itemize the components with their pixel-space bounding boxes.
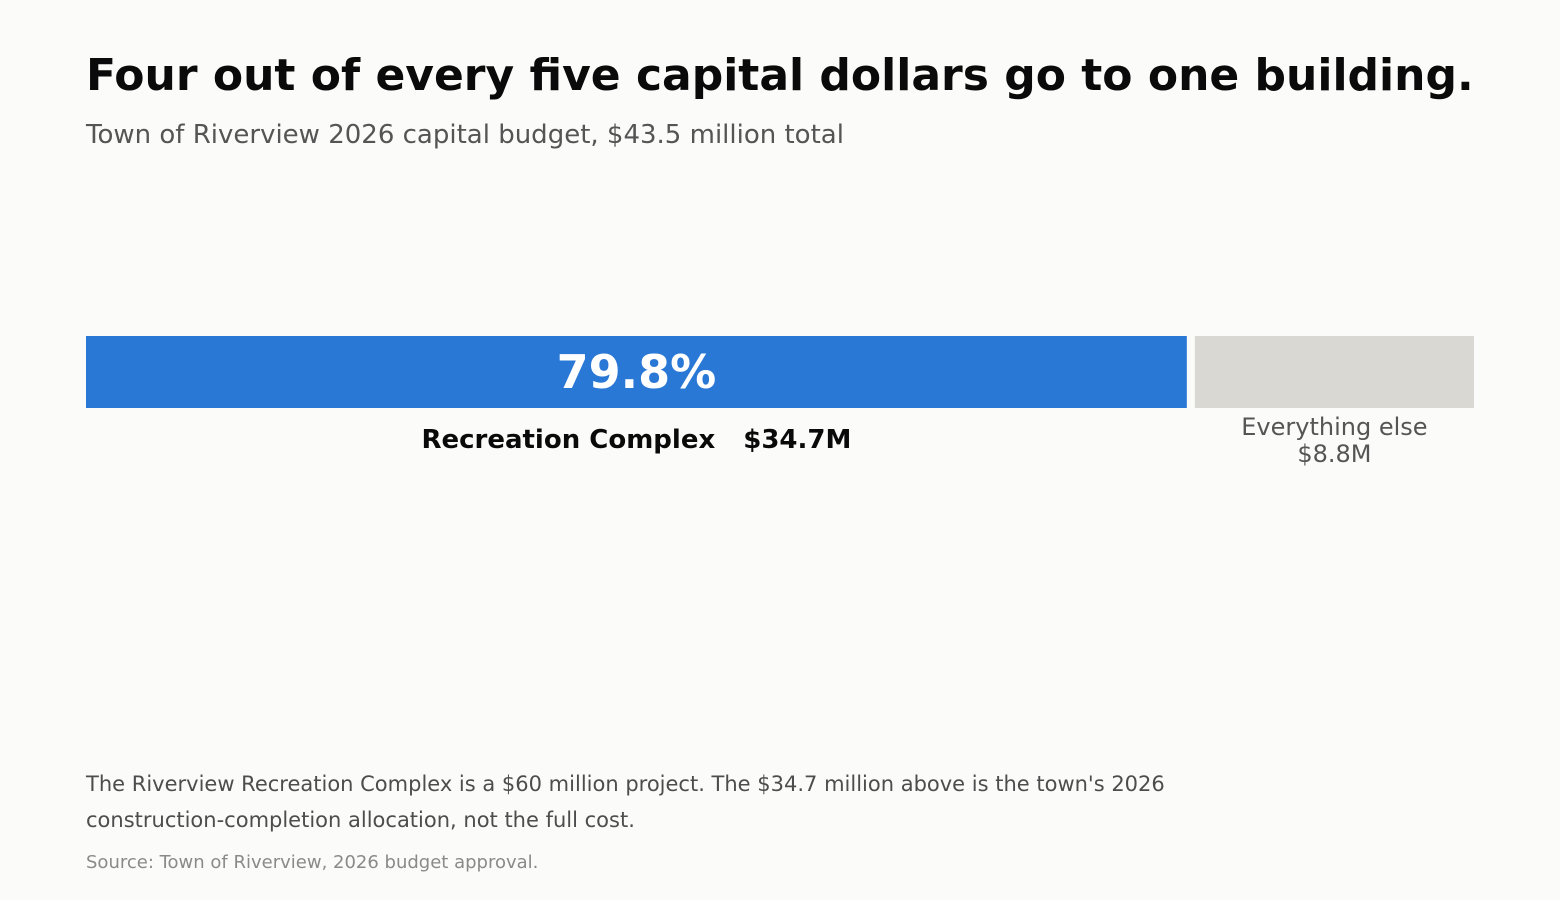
segment-value: $34.7M [743, 425, 851, 455]
segment-value: $8.8M [1297, 440, 1371, 468]
chart-title: Four out of every five capital dollars g… [86, 50, 1474, 101]
bar-category-label: Recreation Complex $34.7M [421, 425, 851, 455]
source-note: Source: Town of Riverview, 2026 budget a… [86, 852, 539, 873]
chart-subtitle: Town of Riverview 2026 capital budget, $… [86, 120, 844, 150]
segment-name: Everything else [1241, 413, 1427, 441]
bar-segment-0 [86, 336, 1187, 408]
footnote: The Riverview Recreation Complex is a $6… [86, 772, 1165, 832]
bar-percent-label: 79.8% [557, 345, 717, 399]
segment-name: Recreation Complex [421, 425, 715, 455]
bar-segment-1 [1194, 336, 1474, 408]
